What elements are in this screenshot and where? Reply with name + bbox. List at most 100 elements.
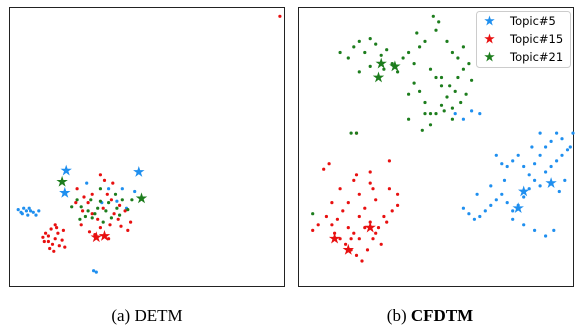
scatter-point-1-1-31 [357, 192, 361, 196]
scatter-point-1-0-17 [544, 145, 548, 149]
scatter-point-1-2-50 [461, 45, 465, 49]
scatter-point-1-0-14 [560, 137, 564, 141]
scatter-point-1-2-1 [357, 39, 361, 44]
scatter-point-1-0-43 [568, 145, 572, 149]
scatter-point-1-2-55 [450, 117, 454, 121]
scatter-point-1-0-40 [552, 228, 556, 232]
panel-b-caption: (b) CFDTM [387, 306, 473, 325]
scatter-point-0-2-18 [70, 205, 74, 209]
scatter-point-1-2-15 [434, 75, 438, 80]
scatter-point-1-2-51 [349, 131, 353, 135]
scatter-point-0-1-31 [107, 237, 111, 241]
scatter-point-1-2-7 [390, 62, 394, 66]
scatter-point-0-1-37 [118, 203, 122, 207]
panel-a-caption: (a) DETM [111, 306, 182, 325]
scatter-point-1-0-44 [571, 131, 575, 135]
scatter-point-1-2-31 [456, 75, 460, 80]
scatter-point-1-2-43 [368, 64, 372, 68]
scatter-point-0-2-1 [79, 205, 83, 209]
scatter-point-0-1-25 [112, 212, 116, 216]
scatter-point-0-1-17 [53, 223, 57, 227]
scatter-point-1-1-5 [338, 237, 342, 241]
scatter-point-1-1-40 [387, 159, 391, 163]
scatter-point-0-2-3 [93, 212, 97, 216]
scatter-point-1-1-43 [349, 237, 353, 241]
scatter-point-1-2-46 [338, 50, 342, 55]
scatter-point-1-0-13 [565, 148, 570, 152]
scatter-point-1-2-35 [464, 92, 468, 96]
scatter-point-1-1-13 [382, 214, 386, 219]
scatter-point-1-1-21 [357, 237, 361, 241]
scatter-point-1-1-39 [311, 228, 315, 232]
scatter-point-0-2-11 [101, 220, 105, 224]
scatter-point-0-1-6 [49, 227, 53, 231]
scatter-point-1-0-29 [478, 214, 482, 219]
scatter-point-1-0-26 [494, 198, 498, 202]
scatter-point-1-1-24 [374, 231, 378, 235]
scatter-point-1-2-38 [442, 109, 446, 113]
scatter-point-0-1-7 [56, 231, 60, 235]
scatter-point-0-2-5 [104, 209, 108, 213]
scatter-point-1-2-54 [407, 117, 411, 121]
scatter-point-1-2-47 [445, 39, 449, 44]
scatter-point-1-0-21 [522, 195, 526, 199]
scatter-point-0-1-30 [87, 230, 92, 234]
scatter-point-0-1-5 [44, 231, 48, 235]
scatter-point-0-1-26 [116, 217, 120, 221]
scatter-point-1-0-2 [505, 164, 509, 169]
scatter-point-1-0-20 [527, 187, 531, 191]
scatter-point-1-1-27 [390, 209, 394, 213]
scatter-point-1-2-4 [374, 42, 378, 46]
scatter-point-1-2-33 [467, 62, 471, 66]
scatter-point-1-2-22 [418, 89, 422, 93]
scatter-point-1-0-27 [489, 203, 493, 207]
scatter-point-1-1-10 [365, 248, 370, 252]
scatter-point-1-0-3 [511, 159, 515, 163]
scatter-point-0-0-16 [85, 181, 89, 185]
scatter-point-0-2-4 [98, 199, 102, 203]
scatter-point-1-2-32 [461, 67, 465, 71]
scatter-point-1-1-11 [371, 237, 375, 241]
scatter-point-1-0-0 [494, 153, 498, 157]
scatter-point-0-1-3 [50, 242, 55, 246]
scatter-point-1-1-15 [363, 206, 367, 210]
scatter-point-1-2-28 [439, 75, 444, 80]
scatter-point-1-2-39 [434, 28, 438, 32]
scatter-point-0-1-21 [96, 217, 100, 221]
scatter-point-0-2-6 [109, 216, 113, 220]
scatter-point-1-2-14 [428, 67, 433, 71]
scatter-point-1-2-45 [346, 56, 350, 60]
scatter-point-1-1-29 [387, 187, 391, 191]
scatter-point-0-1-2 [46, 234, 51, 238]
scatter-point-1-2-34 [470, 78, 474, 82]
legend-label-2: Topic#21 [509, 50, 563, 64]
scatter-point-1-2-27 [428, 112, 433, 116]
scatter-point-0-2-12 [83, 214, 87, 219]
scatter-point-1-0-41 [557, 189, 561, 194]
scatter-point-1-1-37 [330, 201, 334, 205]
scatter-point-0-2-21 [89, 198, 93, 202]
scatter-point-1-0-23 [511, 209, 515, 213]
scatter-point-1-0-39 [544, 234, 548, 238]
scatter-point-0-2-19 [78, 217, 82, 221]
scatter-point-1-1-38 [316, 223, 320, 227]
scatter-point-0-2-0 [75, 198, 79, 202]
scatter-point-1-1-42 [396, 203, 400, 207]
scatter-point-1-0-4 [516, 153, 520, 157]
scatter-point-0-2-13 [96, 206, 100, 210]
scatter-point-1-2-17 [445, 95, 449, 99]
scatter-point-1-1-12 [376, 226, 381, 230]
scatter-point-0-1-43 [79, 223, 83, 227]
scatter-point-0-1-12 [41, 235, 45, 239]
scatter-point-1-0-9 [544, 170, 548, 174]
scatter-point-0-2-9 [113, 192, 118, 196]
scatter-point-0-1-34 [98, 173, 102, 177]
scatter-point-0-1-11 [60, 238, 64, 242]
scatter-point-1-0-19 [533, 162, 537, 166]
scatter-point-1-0-7 [533, 178, 537, 182]
scatter-point-1-0-31 [467, 212, 471, 216]
scatter-point-0-1-19 [86, 201, 90, 205]
scatter-point-1-1-34 [368, 181, 372, 185]
scatter-point-1-1-14 [357, 214, 361, 219]
scatter-point-0-1-8 [57, 244, 61, 248]
